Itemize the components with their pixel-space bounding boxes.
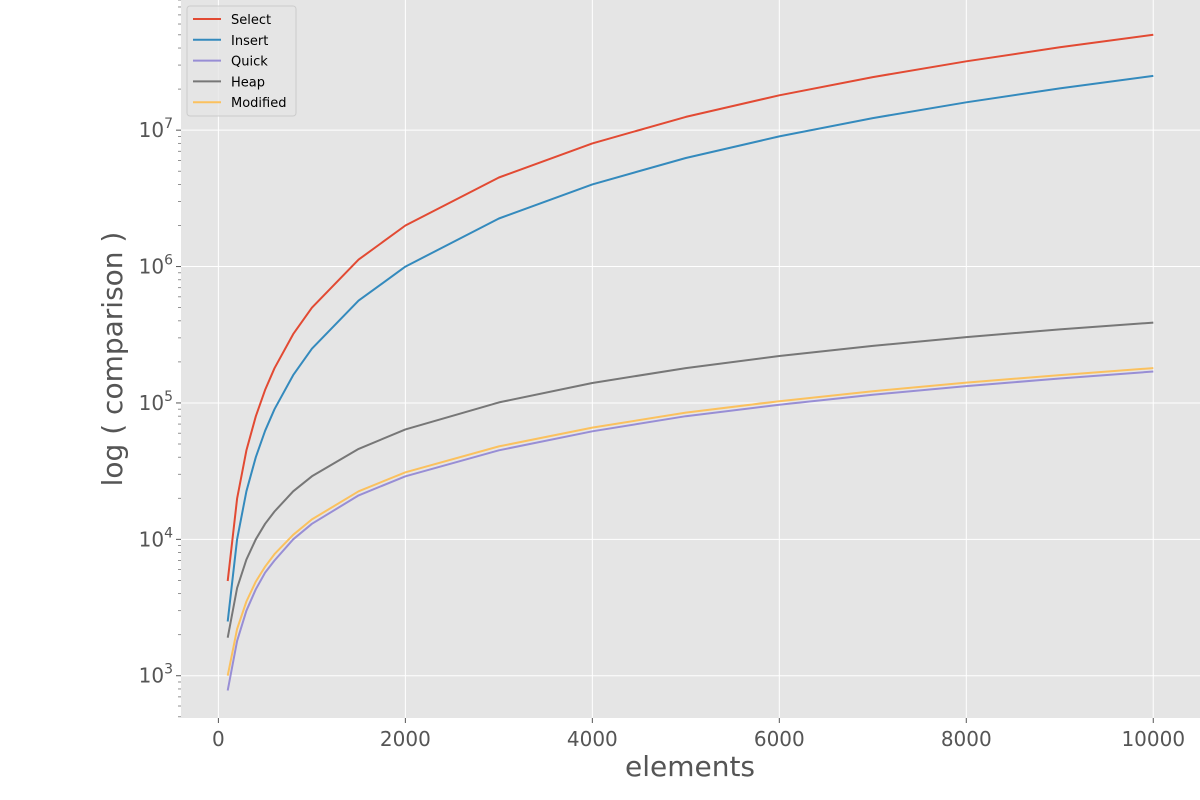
- legend: Select Insert Quick Heap Modified: [186, 5, 297, 117]
- series-line-heap: [226, 321, 1154, 638]
- series-line-select: [226, 33, 1154, 582]
- x-tick-label: 8000: [941, 727, 992, 751]
- series-line-quick: [226, 370, 1154, 691]
- y-tick-label: 103: [139, 662, 173, 688]
- y-tick-label: 104: [139, 525, 173, 551]
- grid: [181, 0, 1200, 718]
- y-tick-label: 106: [139, 253, 173, 279]
- x-tick-label: 6000: [754, 727, 805, 751]
- legend-label: Insert: [231, 34, 268, 49]
- axis-ticks: 0 2000 4000 6000 8000 10000 103 104 105 106 107: [139, 0, 1185, 751]
- series-lines: [226, 33, 1154, 691]
- legend-label: Heap: [231, 75, 265, 90]
- legend-label: Modified: [231, 96, 286, 111]
- series-line-modified: [226, 367, 1154, 676]
- x-tick-label: 10000: [1121, 727, 1185, 751]
- legend-box: [186, 5, 297, 117]
- y-tick-label: 107: [139, 116, 173, 142]
- series-line-insert: [226, 74, 1154, 622]
- x-axis-label: elements: [625, 750, 755, 783]
- y-axis-label: log ( comparison ): [96, 232, 129, 487]
- x-tick-label: 0: [212, 727, 225, 751]
- plot-area: [181, 0, 1200, 718]
- legend-label: Quick: [231, 55, 268, 70]
- x-tick-label: 4000: [567, 727, 618, 751]
- legend-label: Select: [231, 13, 271, 28]
- y-tick-label: 105: [139, 389, 173, 415]
- x-tick-label: 2000: [380, 727, 431, 751]
